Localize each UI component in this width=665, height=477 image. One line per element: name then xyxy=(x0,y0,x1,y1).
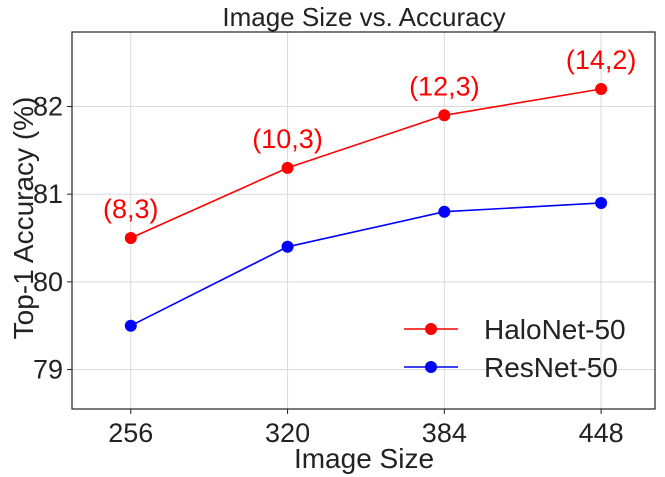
plot-frame xyxy=(71,31,656,410)
x-axis-label: Image Size xyxy=(294,443,434,474)
point-annotation: (14,2) xyxy=(566,45,637,75)
legend-marker xyxy=(425,361,437,373)
y-axis-ticks: 79 80 81 82 xyxy=(33,92,72,385)
y-tick-label: 81 xyxy=(33,179,63,209)
data-point xyxy=(281,161,294,174)
x-axis-ticks: 256 320 384 448 xyxy=(108,409,624,448)
legend-label: HaloNet-50 xyxy=(484,314,626,345)
y-tick-label: 79 xyxy=(33,355,63,385)
legend: HaloNet-50 ResNet-50 xyxy=(404,314,626,383)
x-tick-label: 320 xyxy=(265,418,310,448)
data-point xyxy=(595,196,608,209)
data-point xyxy=(281,240,294,253)
x-tick-label: 384 xyxy=(422,418,467,448)
point-annotation: (10,3) xyxy=(252,124,323,154)
y-tick-label: 82 xyxy=(33,92,63,122)
series-line-0 xyxy=(130,88,602,239)
data-point xyxy=(124,232,137,245)
point-annotations: (8,3) (10,3) (12,3) (14,2) xyxy=(103,45,636,224)
legend-label: ResNet-50 xyxy=(484,352,618,383)
series-group xyxy=(124,82,608,332)
y-axis-label: Top-1 Accuracy (%) xyxy=(8,97,39,340)
data-point xyxy=(595,82,608,95)
point-annotation: (12,3) xyxy=(409,71,480,101)
point-annotation: (8,3) xyxy=(103,194,159,224)
y-tick-label: 80 xyxy=(33,267,63,297)
x-tick-label: 448 xyxy=(579,418,624,448)
legend-marker xyxy=(425,323,437,335)
data-point xyxy=(124,319,137,332)
series-line-1 xyxy=(130,202,602,327)
data-point xyxy=(438,205,451,218)
chart-title: Image Size vs. Accuracy xyxy=(222,2,505,32)
data-point xyxy=(438,109,451,122)
x-tick-label: 256 xyxy=(108,418,153,448)
